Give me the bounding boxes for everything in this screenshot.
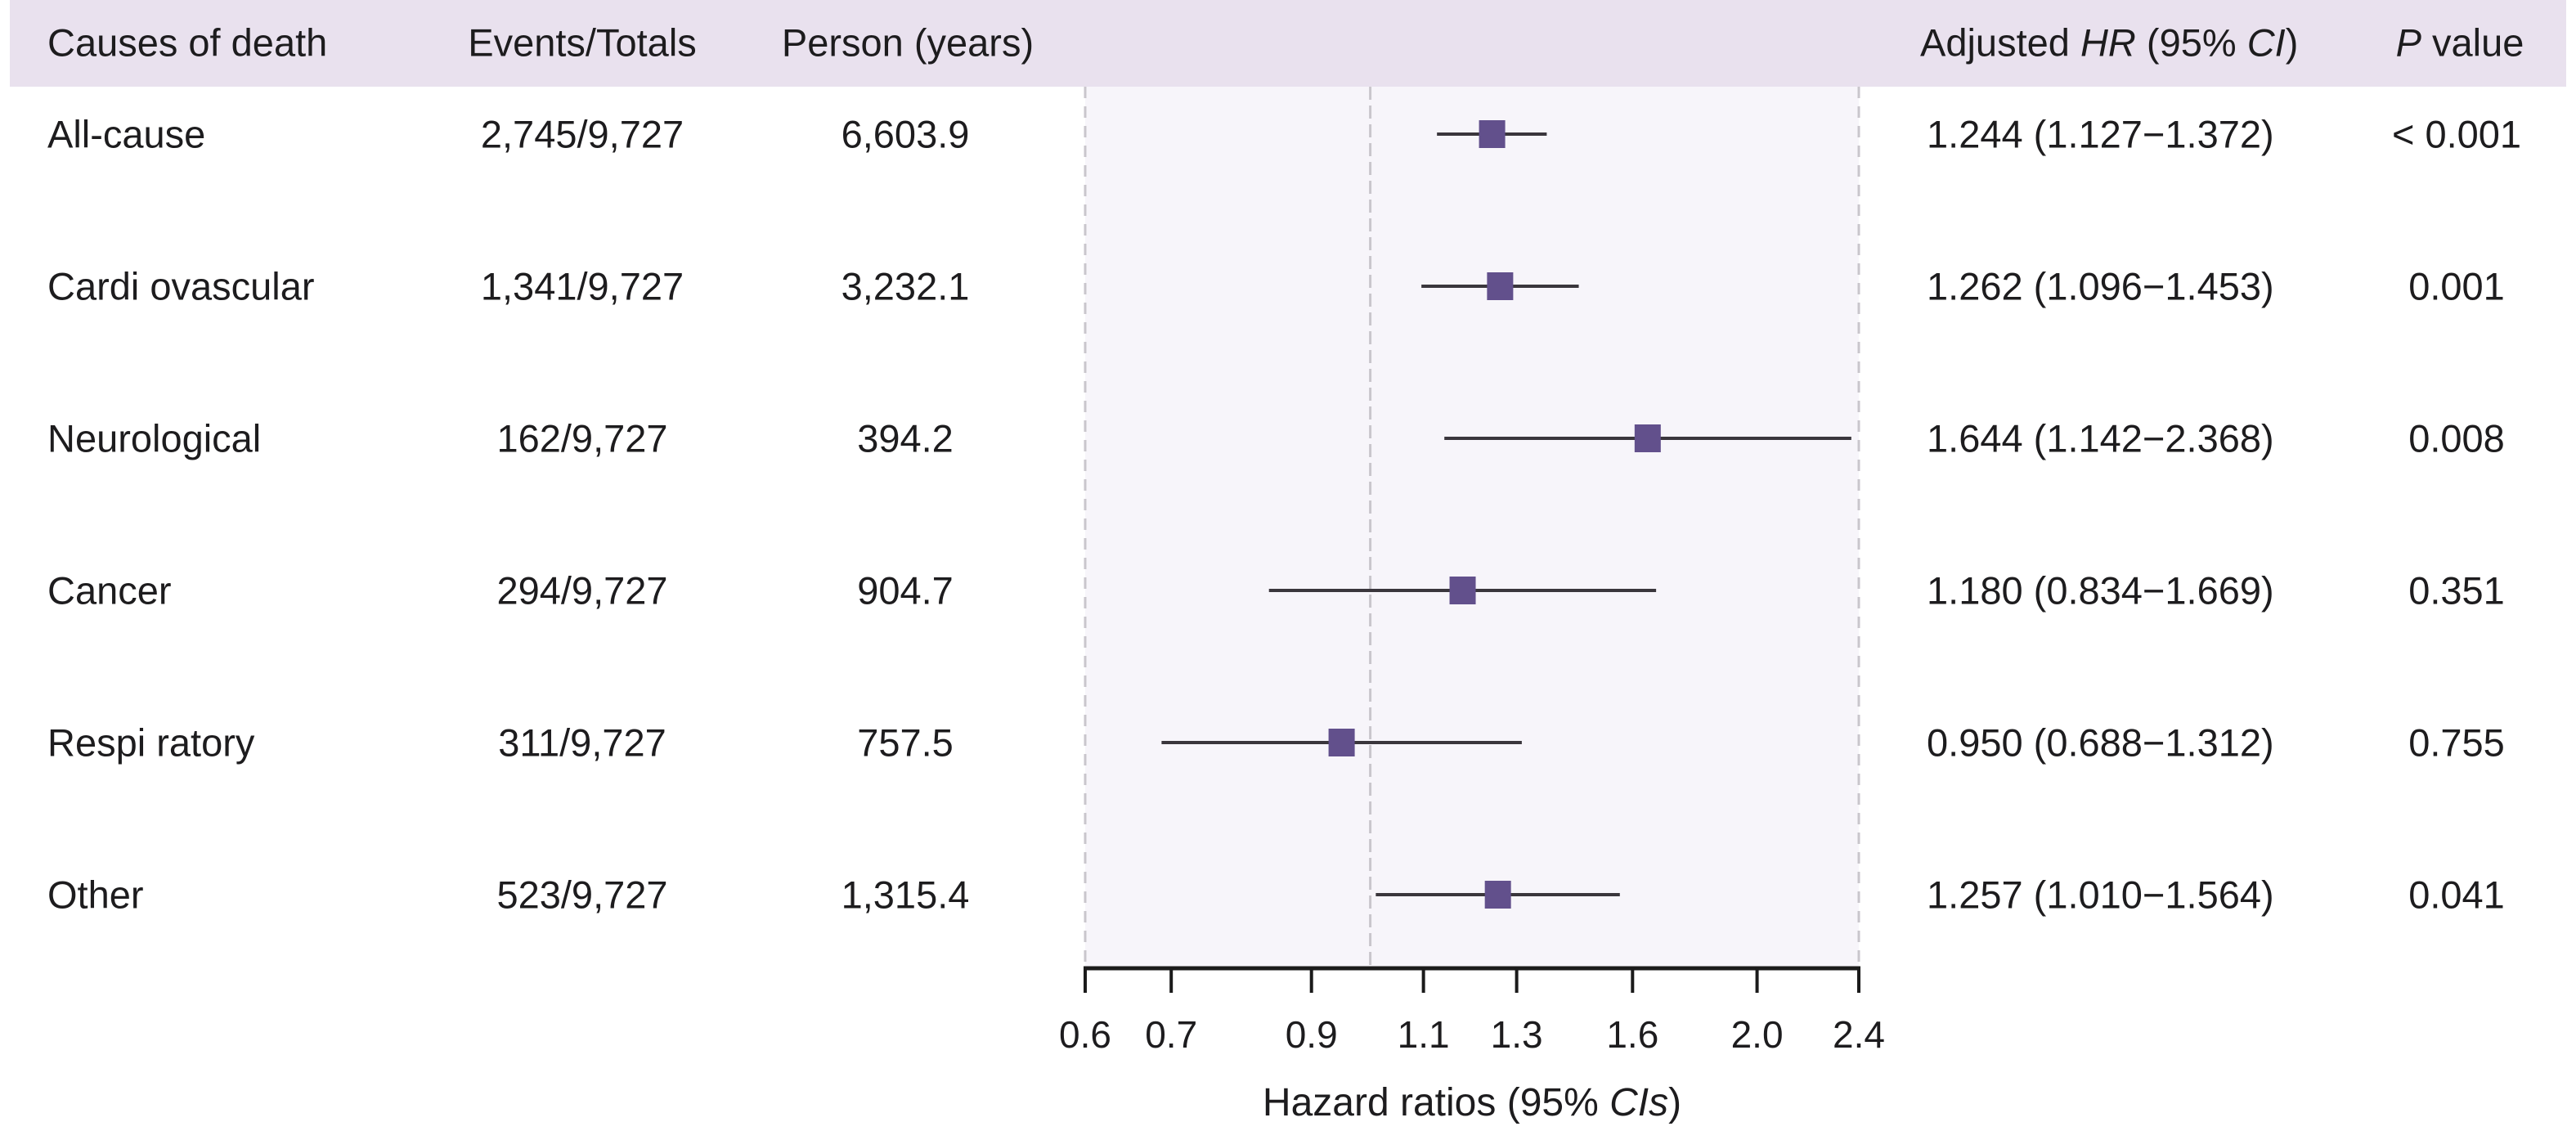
p-italic: P <box>2395 20 2421 65</box>
x-axis-tick-label: 0.7 <box>1145 1013 1197 1056</box>
table-header-band <box>10 0 2566 87</box>
x-axis-tick-label: 0.9 <box>1286 1013 1338 1056</box>
row-5-events-totals: 523/9,727 <box>496 873 668 917</box>
column-header-events-totals: Events/Totals <box>468 20 697 65</box>
x-axis-tick-label: 1.6 <box>1606 1013 1658 1056</box>
hr-marker-row-2 <box>1634 424 1661 452</box>
x-axis-tick-label: 2.4 <box>1833 1013 1885 1056</box>
adjusted-hr-mid: (95% <box>2135 20 2247 65</box>
row-5-p-value: 0.041 <box>2408 873 2505 917</box>
row-2-person-years: 394.2 <box>857 416 954 460</box>
column-header-adjusted-hr: Adjusted HR (95% CI) <box>1920 24 2298 62</box>
row-2-adjusted-hr-ci: 1.644 (1.142−2.368) <box>1927 416 2274 460</box>
row-0-adjusted-hr-ci: 1.244 (1.127−1.372) <box>1927 112 2274 156</box>
row-2-events-totals: 162/9,727 <box>496 416 668 460</box>
hr-marker-row-1 <box>1487 272 1514 300</box>
column-header-person-years: Person (years) <box>781 20 1034 65</box>
x-axis-tick-label: 1.1 <box>1398 1013 1450 1056</box>
hr-marker-row-4 <box>1328 729 1355 756</box>
row-2-cause-label: Neurological <box>47 416 262 460</box>
plot-area-background <box>1085 87 1859 968</box>
row-3-p-value: 0.351 <box>2408 568 2505 613</box>
row-0-person-years: 6,603.9 <box>841 112 970 156</box>
adjusted-hr-italic: HR <box>2080 20 2136 65</box>
row-4-cause-label: Respi ratory <box>47 720 255 765</box>
x-axis-tick-label: 0.6 <box>1059 1013 1111 1056</box>
row-1-adjusted-hr-ci: 1.262 (1.096−1.453) <box>1927 264 2274 308</box>
row-1-cause-label: Cardi ovascular <box>47 264 315 308</box>
hr-marker-row-3 <box>1449 577 1476 604</box>
x-axis-title: Hazard ratios (95% CIs) <box>1263 1081 1681 1124</box>
row-5-person-years: 1,315.4 <box>841 873 970 917</box>
row-1-p-value: 0.001 <box>2408 264 2505 308</box>
row-3-adjusted-hr-ci: 1.180 (0.834−1.669) <box>1927 568 2274 613</box>
row-2-p-value: 0.008 <box>2408 416 2505 460</box>
x-axis-tick-label: 1.3 <box>1491 1013 1543 1056</box>
column-header-causes-of-death: Causes of death <box>47 20 328 65</box>
adjusted-hr-prefix: Adjusted <box>1920 20 2080 65</box>
adjusted-ci-italic: CI <box>2246 20 2286 65</box>
x-axis-tick-label: 2.0 <box>1731 1013 1784 1056</box>
row-3-person-years: 904.7 <box>857 568 954 613</box>
row-5-cause-label: Other <box>47 873 144 917</box>
row-0-p-value: < 0.001 <box>2391 112 2522 156</box>
hr-marker-row-0 <box>1479 120 1506 148</box>
row-4-adjusted-hr-ci: 0.950 (0.688−1.312) <box>1927 720 2274 765</box>
row-3-cause-label: Cancer <box>47 568 172 613</box>
hr-marker-row-5 <box>1484 881 1511 909</box>
row-4-events-totals: 311/9,727 <box>498 720 666 765</box>
row-4-p-value: 0.755 <box>2408 720 2505 765</box>
row-0-cause-label: All-cause <box>47 112 206 156</box>
row-0-events-totals: 2,745/9,727 <box>480 112 684 156</box>
row-3-events-totals: 294/9,727 <box>496 568 668 613</box>
row-1-person-years: 3,232.1 <box>841 264 970 308</box>
p-value-suffix: value <box>2421 20 2524 65</box>
row-5-adjusted-hr-ci: 1.257 (1.010−1.564) <box>1927 873 2274 917</box>
adjusted-hr-suffix: ) <box>2285 20 2299 65</box>
row-1-events-totals: 1,341/9,727 <box>480 264 684 308</box>
row-4-person-years: 757.5 <box>857 720 954 765</box>
column-header-p-value: P value <box>2396 24 2524 62</box>
